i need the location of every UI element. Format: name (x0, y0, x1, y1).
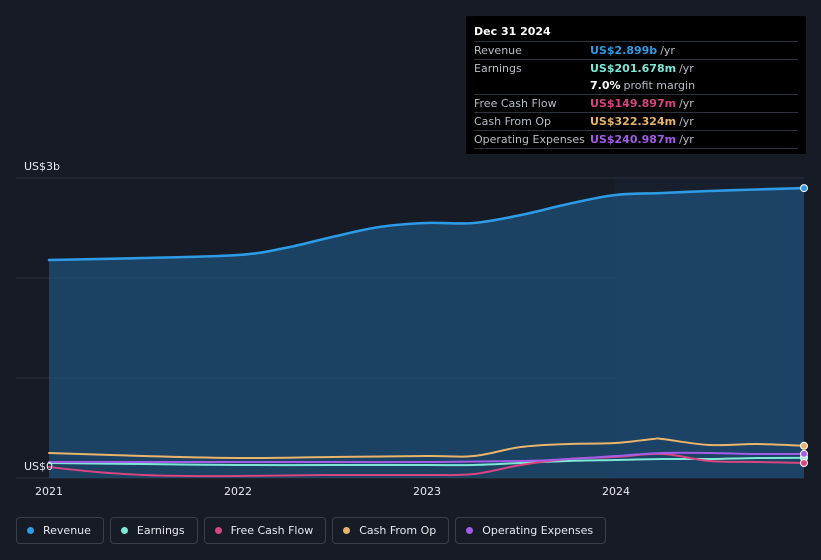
tooltip-row-revenue: Revenue US$2.899b/yr (474, 41, 798, 59)
legend-dot-icon (27, 527, 34, 534)
operating-expenses-endpoint (800, 449, 808, 458)
tooltip-row-operating-expenses: Operating Expenses US$240.987m/yr (474, 130, 798, 148)
legend-item-cash-from-op[interactable]: Cash From Op (332, 517, 450, 544)
x-tick-2021: 2021 (35, 485, 63, 498)
legend-item-revenue[interactable]: Revenue (16, 517, 104, 544)
tooltip-value: US$201.678m (590, 62, 677, 75)
x-tick-2023: 2023 (413, 485, 441, 498)
tooltip-divider (474, 148, 798, 149)
tooltip-label: Operating Expenses (474, 133, 585, 146)
legend-label: Earnings (136, 524, 185, 537)
tooltip-value: US$2.899b (590, 44, 658, 57)
tooltip-date: Dec 31 2024 (474, 25, 551, 38)
cash-from-op-endpoint (800, 441, 808, 450)
legend-dot-icon (343, 527, 351, 534)
legend-label: Operating Expenses (482, 524, 594, 537)
legend-dot-icon (466, 527, 474, 534)
y-axis-bottom-label: US$0 (24, 460, 54, 473)
tooltip-unit: /yr (679, 97, 694, 110)
cash-from-op-line (48, 437, 805, 460)
tooltip-value: US$149.897m (590, 97, 677, 110)
series-endpoints (800, 184, 808, 468)
free-cash-flow-line (48, 452, 805, 478)
revenue-line (47, 186, 806, 262)
tooltip-unit: /yr (679, 115, 694, 128)
operating-expenses-line (48, 451, 805, 464)
tooltip-rows: Revenue US$2.899b/yr Earnings US$201.678m/y… (474, 41, 798, 148)
legend-item-free-cash-flow[interactable]: Free Cash Flow (203, 517, 327, 544)
tooltip-value: 7.0% (590, 79, 621, 92)
tooltip-value: US$322.324m (590, 115, 677, 128)
tooltip-label: Revenue (474, 44, 522, 57)
tooltip-unit: /yr (679, 133, 694, 146)
legend-dot-icon (120, 527, 128, 534)
tooltip-label: Cash From Op (474, 115, 552, 128)
tooltip-unit: /yr (660, 44, 675, 57)
legend-label: Cash From Op (359, 524, 437, 537)
tooltip-row-free-cash-flow: Free Cash Flow US$149.897m/yr (474, 94, 798, 112)
revenue-endpoint (800, 184, 808, 193)
tooltip-unit: /yr (679, 62, 694, 75)
tooltip-value: US$240.987m (590, 133, 677, 146)
tooltip-row-profit-margin: 7.0% profit margin (474, 77, 798, 94)
x-tick-2024: 2024 (602, 485, 630, 498)
legend-label: Revenue (43, 524, 91, 537)
tooltip-label: Earnings (474, 62, 522, 75)
legend-label: Free Cash Flow (230, 524, 314, 537)
tooltip-label: Free Cash Flow (474, 97, 557, 110)
tooltip-unit: profit margin (623, 79, 696, 92)
revenue-fill (49, 188, 804, 478)
earnings-line (48, 456, 805, 467)
tooltip-row-cash-from-op: Cash From Op US$322.324m/yr (474, 112, 798, 130)
x-tick-2022: 2022 (224, 485, 252, 498)
series-lines (47, 186, 806, 478)
legend-item-earnings[interactable]: Earnings (109, 517, 198, 544)
revenue-area (49, 188, 804, 478)
tooltip-row-earnings: Earnings US$201.678m/yr (474, 59, 798, 77)
data-tooltip: Dec 31 2024 Revenue US$2.899b/yr Earnings U… (466, 16, 806, 154)
legend-dot-icon (214, 527, 222, 534)
chart-legend: Revenue Earnings Free Cash Flow Cash From O… (16, 517, 607, 544)
legend-item-operating-expenses[interactable]: Operating Expenses (455, 517, 607, 544)
free-cash-flow-endpoint (800, 459, 808, 468)
y-axis-top-label: US$3b (24, 160, 61, 173)
